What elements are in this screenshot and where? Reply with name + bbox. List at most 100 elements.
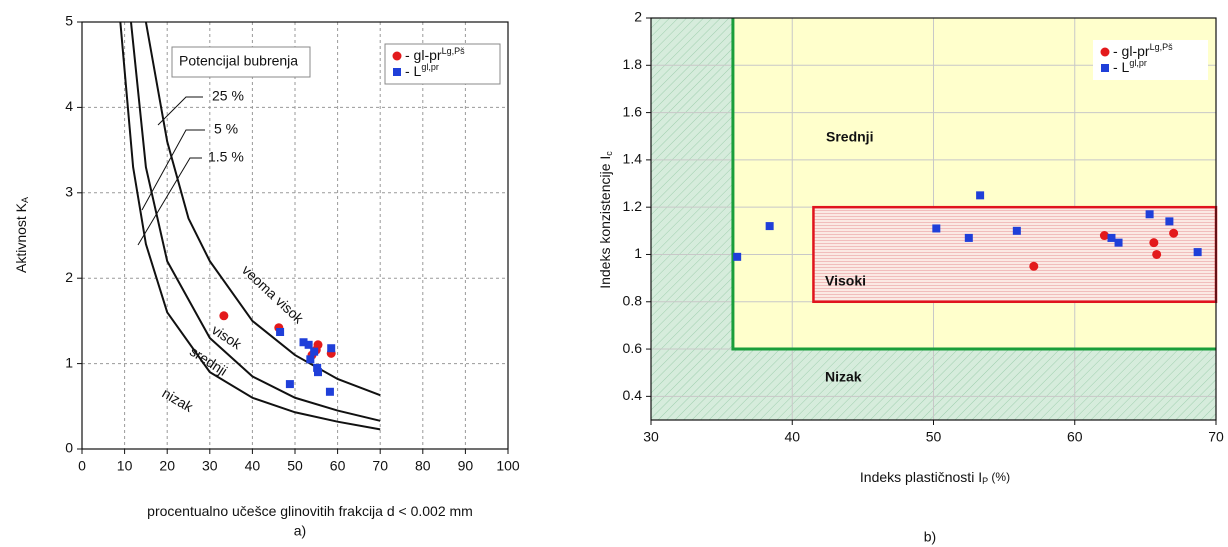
point: [1145, 210, 1154, 219]
point: [1165, 217, 1174, 226]
point: [314, 368, 323, 377]
point: [932, 224, 941, 233]
point: [964, 233, 973, 242]
curve-legend-box: [171, 46, 311, 78]
point: [327, 344, 336, 353]
y-axis-title: Aktivnost KA: [13, 197, 31, 273]
legend-box: [1093, 40, 1208, 80]
point: [1099, 231, 1109, 241]
point: [313, 340, 323, 350]
y-tick-label: 0.8: [623, 292, 643, 308]
x-tick-label: 50: [287, 458, 303, 474]
y-tick-label: 4: [65, 98, 73, 114]
x-tick-label: 60: [1067, 429, 1083, 445]
y-tick-label: 1.8: [623, 56, 643, 72]
x-tick-label: 40: [784, 429, 800, 445]
point: [306, 355, 315, 364]
legend-label: - gl-prLg,Pš: [405, 46, 465, 62]
curve-legend-title: Potencijal bubrenja: [179, 53, 298, 69]
legend-superscript: Lg,Pš: [442, 46, 466, 56]
point: [325, 387, 334, 396]
caption: b): [924, 529, 936, 545]
point: [1152, 249, 1162, 259]
y-tick-label: 0: [65, 440, 73, 456]
region-visoki: [812, 205, 1218, 304]
point: [313, 363, 322, 372]
legend-marker: [1101, 64, 1109, 72]
region-annotation: visok: [209, 322, 245, 353]
point: [310, 347, 319, 356]
y-axis-title-sub: A: [20, 197, 30, 203]
legend-marker: [393, 68, 401, 76]
point: [1193, 248, 1202, 257]
region-label: Visoki: [825, 273, 866, 289]
point: [1169, 228, 1179, 238]
x-axis-title-text: procentualno učešce glinovitih frakcija …: [147, 503, 473, 519]
y-tick-label: 2: [634, 9, 642, 25]
point: [733, 252, 742, 261]
legend-label: - gl-prLg,Pš: [1113, 42, 1173, 58]
y-tick-label: 1.6: [623, 103, 643, 119]
y-tick-label: 2: [65, 269, 73, 285]
y-axis-title-sub: c: [604, 151, 614, 156]
boundary-curve: [119, 21, 381, 431]
point: [1107, 233, 1116, 242]
x-tick-label: 50: [926, 429, 942, 445]
point: [765, 222, 774, 231]
x-axis-title-suffix: (%): [988, 470, 1010, 484]
point: [1114, 238, 1123, 247]
x-axis-title: Indeks plastičnosti IP (%): [860, 469, 1010, 487]
point: [276, 328, 285, 337]
point: [219, 311, 229, 321]
curve-label: 5 %: [214, 121, 238, 137]
legend-name: - L: [405, 63, 422, 79]
point: [1029, 261, 1039, 271]
y-tick-label: 5: [65, 13, 73, 29]
x-tick-label: 90: [458, 458, 474, 474]
boundary-curve: [144, 21, 381, 397]
point: [304, 340, 313, 349]
x-tick-label: 10: [117, 458, 133, 474]
x-tick-label: 100: [496, 458, 520, 474]
point: [976, 191, 985, 200]
x-tick-label: 60: [330, 458, 346, 474]
caption: a): [294, 523, 306, 539]
x-axis-title-sub: P: [982, 476, 988, 486]
x-tick-label: 30: [643, 429, 659, 445]
leader-line: [137, 157, 202, 246]
x-tick-label: 30: [202, 458, 218, 474]
x-tick-label: 40: [245, 458, 261, 474]
x-tick-label: 70: [1208, 429, 1224, 445]
leader-line: [141, 129, 205, 211]
legend-label: - Lgl,pr: [405, 62, 439, 78]
legend-marker: [1100, 47, 1110, 57]
y-tick-label: 1.2: [623, 198, 643, 214]
x-tick-label: 70: [372, 458, 388, 474]
point: [1012, 226, 1021, 235]
y-axis-title: Indeks konzistencije Ic: [597, 151, 615, 289]
y-axis-title-text: Indeks konzistencije I: [597, 156, 613, 289]
region-annotation: srednji: [187, 343, 230, 379]
y-tick-label: 1: [634, 245, 642, 261]
x-axis-title-text: Indeks plastičnosti I: [860, 469, 982, 485]
legend-label: - Lgl,pr: [1113, 58, 1147, 74]
region-annotation: nizak: [159, 385, 196, 416]
y-tick-label: 3: [65, 184, 73, 200]
legend-superscript: gl,pr: [1129, 58, 1147, 68]
legend-superscript: gl,pr: [421, 62, 439, 72]
y-tick-label: 1: [65, 354, 73, 370]
x-tick-label: 20: [159, 458, 175, 474]
x-axis-title: procentualno učešce glinovitih frakcija …: [147, 503, 473, 519]
y-tick-label: 0.6: [623, 340, 643, 356]
leader-line: [157, 96, 203, 126]
region-boundary: [731, 18, 1216, 351]
curve-label: 1.5 %: [208, 149, 244, 165]
x-tick-label: 0: [78, 458, 86, 474]
region-label: Srednji: [826, 129, 873, 145]
x-tick-label: 80: [415, 458, 431, 474]
legend-name: - gl-pr: [405, 47, 442, 63]
curve-label: 25 %: [212, 88, 244, 104]
legend-box: [384, 43, 501, 85]
y-tick-label: 0.4: [623, 387, 643, 403]
